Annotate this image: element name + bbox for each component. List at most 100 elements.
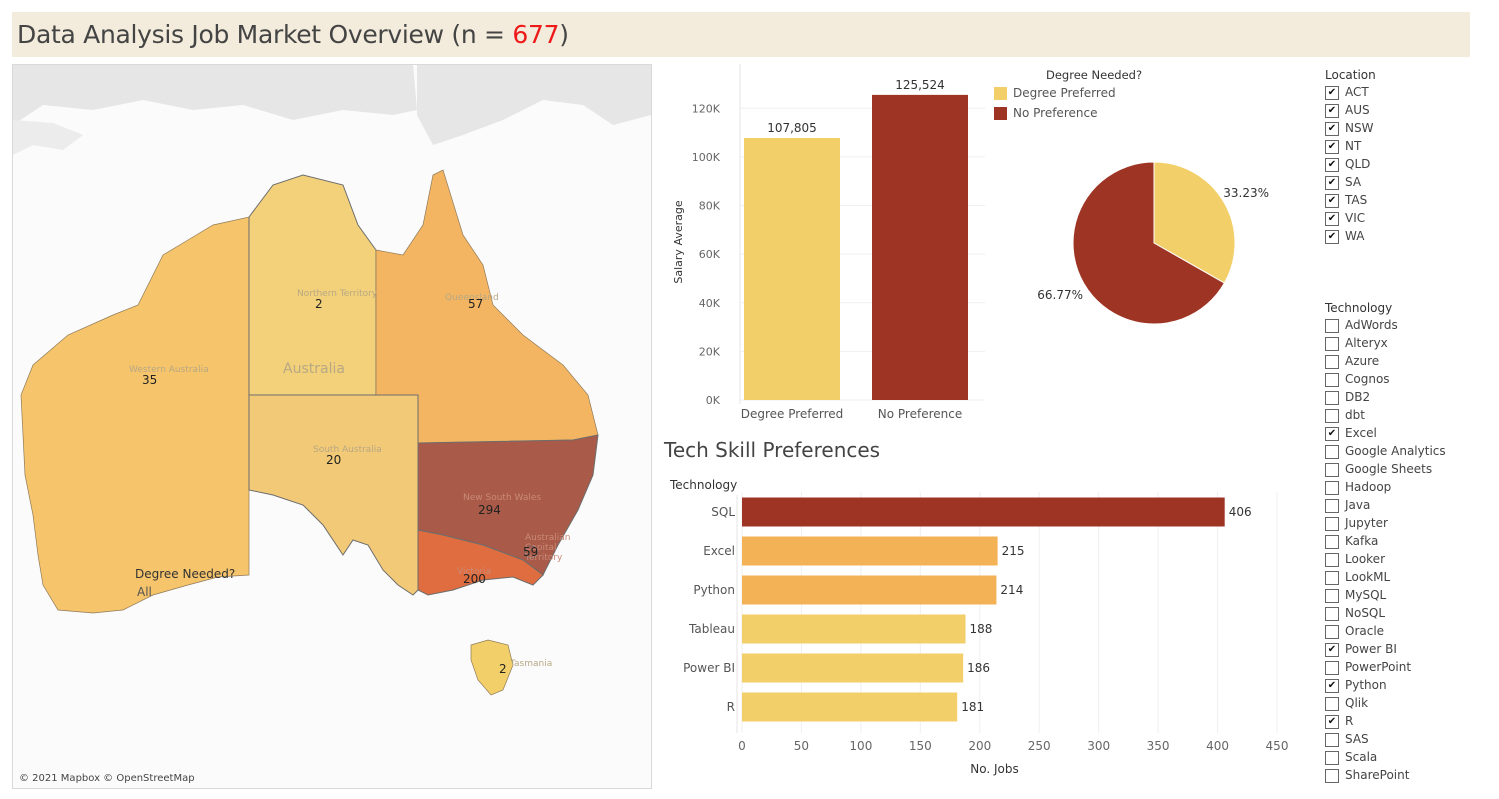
checkbox[interactable]: ✔ [1325,679,1339,693]
checkbox[interactable] [1325,409,1339,423]
checkbox[interactable]: ✔ [1325,158,1339,172]
region-sa [248,394,419,596]
tech-bar-value-label: 186 [967,661,990,675]
checkbox[interactable] [1325,661,1339,675]
checkbox[interactable] [1325,517,1339,531]
tech-bar[interactable] [742,497,1225,527]
degree-filter-title: Degree Needed? [135,567,236,581]
checkbox[interactable]: ✔ [1325,643,1339,657]
degree-pie-chart: 33.23% 66.77% [1030,150,1300,340]
checkbox[interactable]: ✔ [1325,104,1339,118]
checkbox[interactable]: ✔ [1325,140,1339,154]
tech-bar[interactable] [742,536,998,566]
nsw-state-label: New South Wales [463,493,542,503]
legend-item-no-preference[interactable]: No Preference [1013,106,1098,120]
checkbox[interactable]: ✔ [1325,212,1339,226]
tech-bar[interactable] [742,614,966,644]
tech-bar-value-label: 214 [1000,583,1023,597]
checkbox[interactable]: ✔ [1325,194,1339,208]
salary-bar-chart: 0K 20K 40K 60K 80K 100K 120K Salary Average 107,… [660,64,990,434]
pie-slice[interactable] [1072,161,1226,325]
checkbox-label: NoSQL [1345,606,1386,620]
checkbox[interactable] [1325,751,1339,765]
checkbox-label: Qlik [1345,696,1369,710]
qld-state-label: Queensland [445,293,499,303]
checkbox-label: Jupyter [1345,516,1388,530]
tech-bar[interactable] [742,653,964,683]
checkbox[interactable] [1325,319,1339,333]
checkbox-label: AUS [1345,103,1370,117]
checkbox[interactable] [1325,589,1339,603]
checkbox[interactable] [1325,499,1339,513]
tech-bar-value-label: 406 [1229,505,1252,519]
salary-y-tick-label: 120K [692,102,721,115]
tech-bar[interactable] [742,575,997,605]
checkbox-label: Power BI [1345,642,1397,656]
act-state-label: Australian Capital Territory [525,533,571,563]
degree-filter-dropdown[interactable]: All [137,585,152,599]
salary-bar[interactable] [872,94,968,400]
country-label: Australia [283,361,345,377]
salary-bar-value-label: 125,524 [895,78,945,92]
checkbox[interactable]: ✔ [1325,715,1339,729]
checkbox[interactable]: ✔ [1325,86,1339,100]
wa-count: 35 [142,373,158,387]
salary-category-label: No Preference [878,407,962,421]
nt-count: 2 [315,297,323,311]
checkbox-label: Scala [1345,750,1378,764]
tech-bar[interactable] [742,692,958,722]
region-wa [20,216,250,614]
tech-category-label: Python [693,583,735,597]
checkbox[interactable] [1325,391,1339,405]
checkbox[interactable] [1325,373,1339,387]
checkbox[interactable]: ✔ [1325,230,1339,244]
tech-bar-value-label: 215 [1002,544,1025,558]
checkbox-label: WA [1345,229,1365,243]
sa-count: 20 [326,453,342,467]
checkbox-label: Cognos [1345,372,1390,386]
tech-x-axis-title: No. Jobs [970,762,1019,776]
legend-item-degree-preferred[interactable]: Degree Preferred [1013,86,1116,100]
dashboard-title-bar: Data Analysis Job Market Overview (n = 6… [12,12,1470,57]
tech-category-label: Excel [703,544,735,558]
checkbox[interactable] [1325,337,1339,351]
australia-map[interactable]: Western Australia 35 Northern Territory … [12,64,652,789]
pie-slice[interactable] [1153,161,1236,284]
vic-count: 200 [463,572,486,586]
region-vic [417,529,544,596]
tech-bar-chart-svg: Technology 0 50 100 150 200 250 300 350 400 450 No.… [669,478,1288,776]
tech-category-header: Technology [669,478,737,492]
tech-x-tick-label: 400 [1206,739,1229,753]
checkbox[interactable] [1325,535,1339,549]
tech-category-label: R [727,700,735,714]
salary-bar[interactable] [744,137,840,400]
checkbox[interactable]: ✔ [1325,427,1339,441]
checkbox[interactable] [1325,733,1339,747]
checkbox[interactable]: ✔ [1325,176,1339,190]
legend-swatch-no-preference [994,107,1007,120]
checkbox[interactable] [1325,697,1339,711]
checkbox-label: Google Analytics [1345,444,1446,458]
checkbox[interactable] [1325,571,1339,585]
checkbox-label: NSW [1345,121,1374,135]
tech-x-tick-label: 250 [1028,739,1051,753]
wa-state-label: Western Australia [129,365,209,375]
checkbox[interactable] [1325,481,1339,495]
checkbox[interactable]: ✔ [1325,122,1339,136]
tech-x-tick-label: 350 [1147,739,1170,753]
checkbox[interactable] [1325,607,1339,621]
checkbox[interactable] [1325,445,1339,459]
checkbox[interactable] [1325,355,1339,369]
job-count: 677 [512,20,560,49]
checkbox-label: Looker [1345,552,1385,566]
region-act [524,545,538,559]
checkbox-label: R [1345,714,1354,728]
region-tas [470,639,514,696]
checkbox[interactable] [1325,625,1339,639]
location-filter-title: Location [1325,68,1376,82]
nsw-count: 294 [478,503,501,517]
checkbox[interactable] [1325,769,1339,783]
checkbox-label: Oracle [1345,624,1385,638]
checkbox[interactable] [1325,553,1339,567]
checkbox[interactable] [1325,463,1339,477]
